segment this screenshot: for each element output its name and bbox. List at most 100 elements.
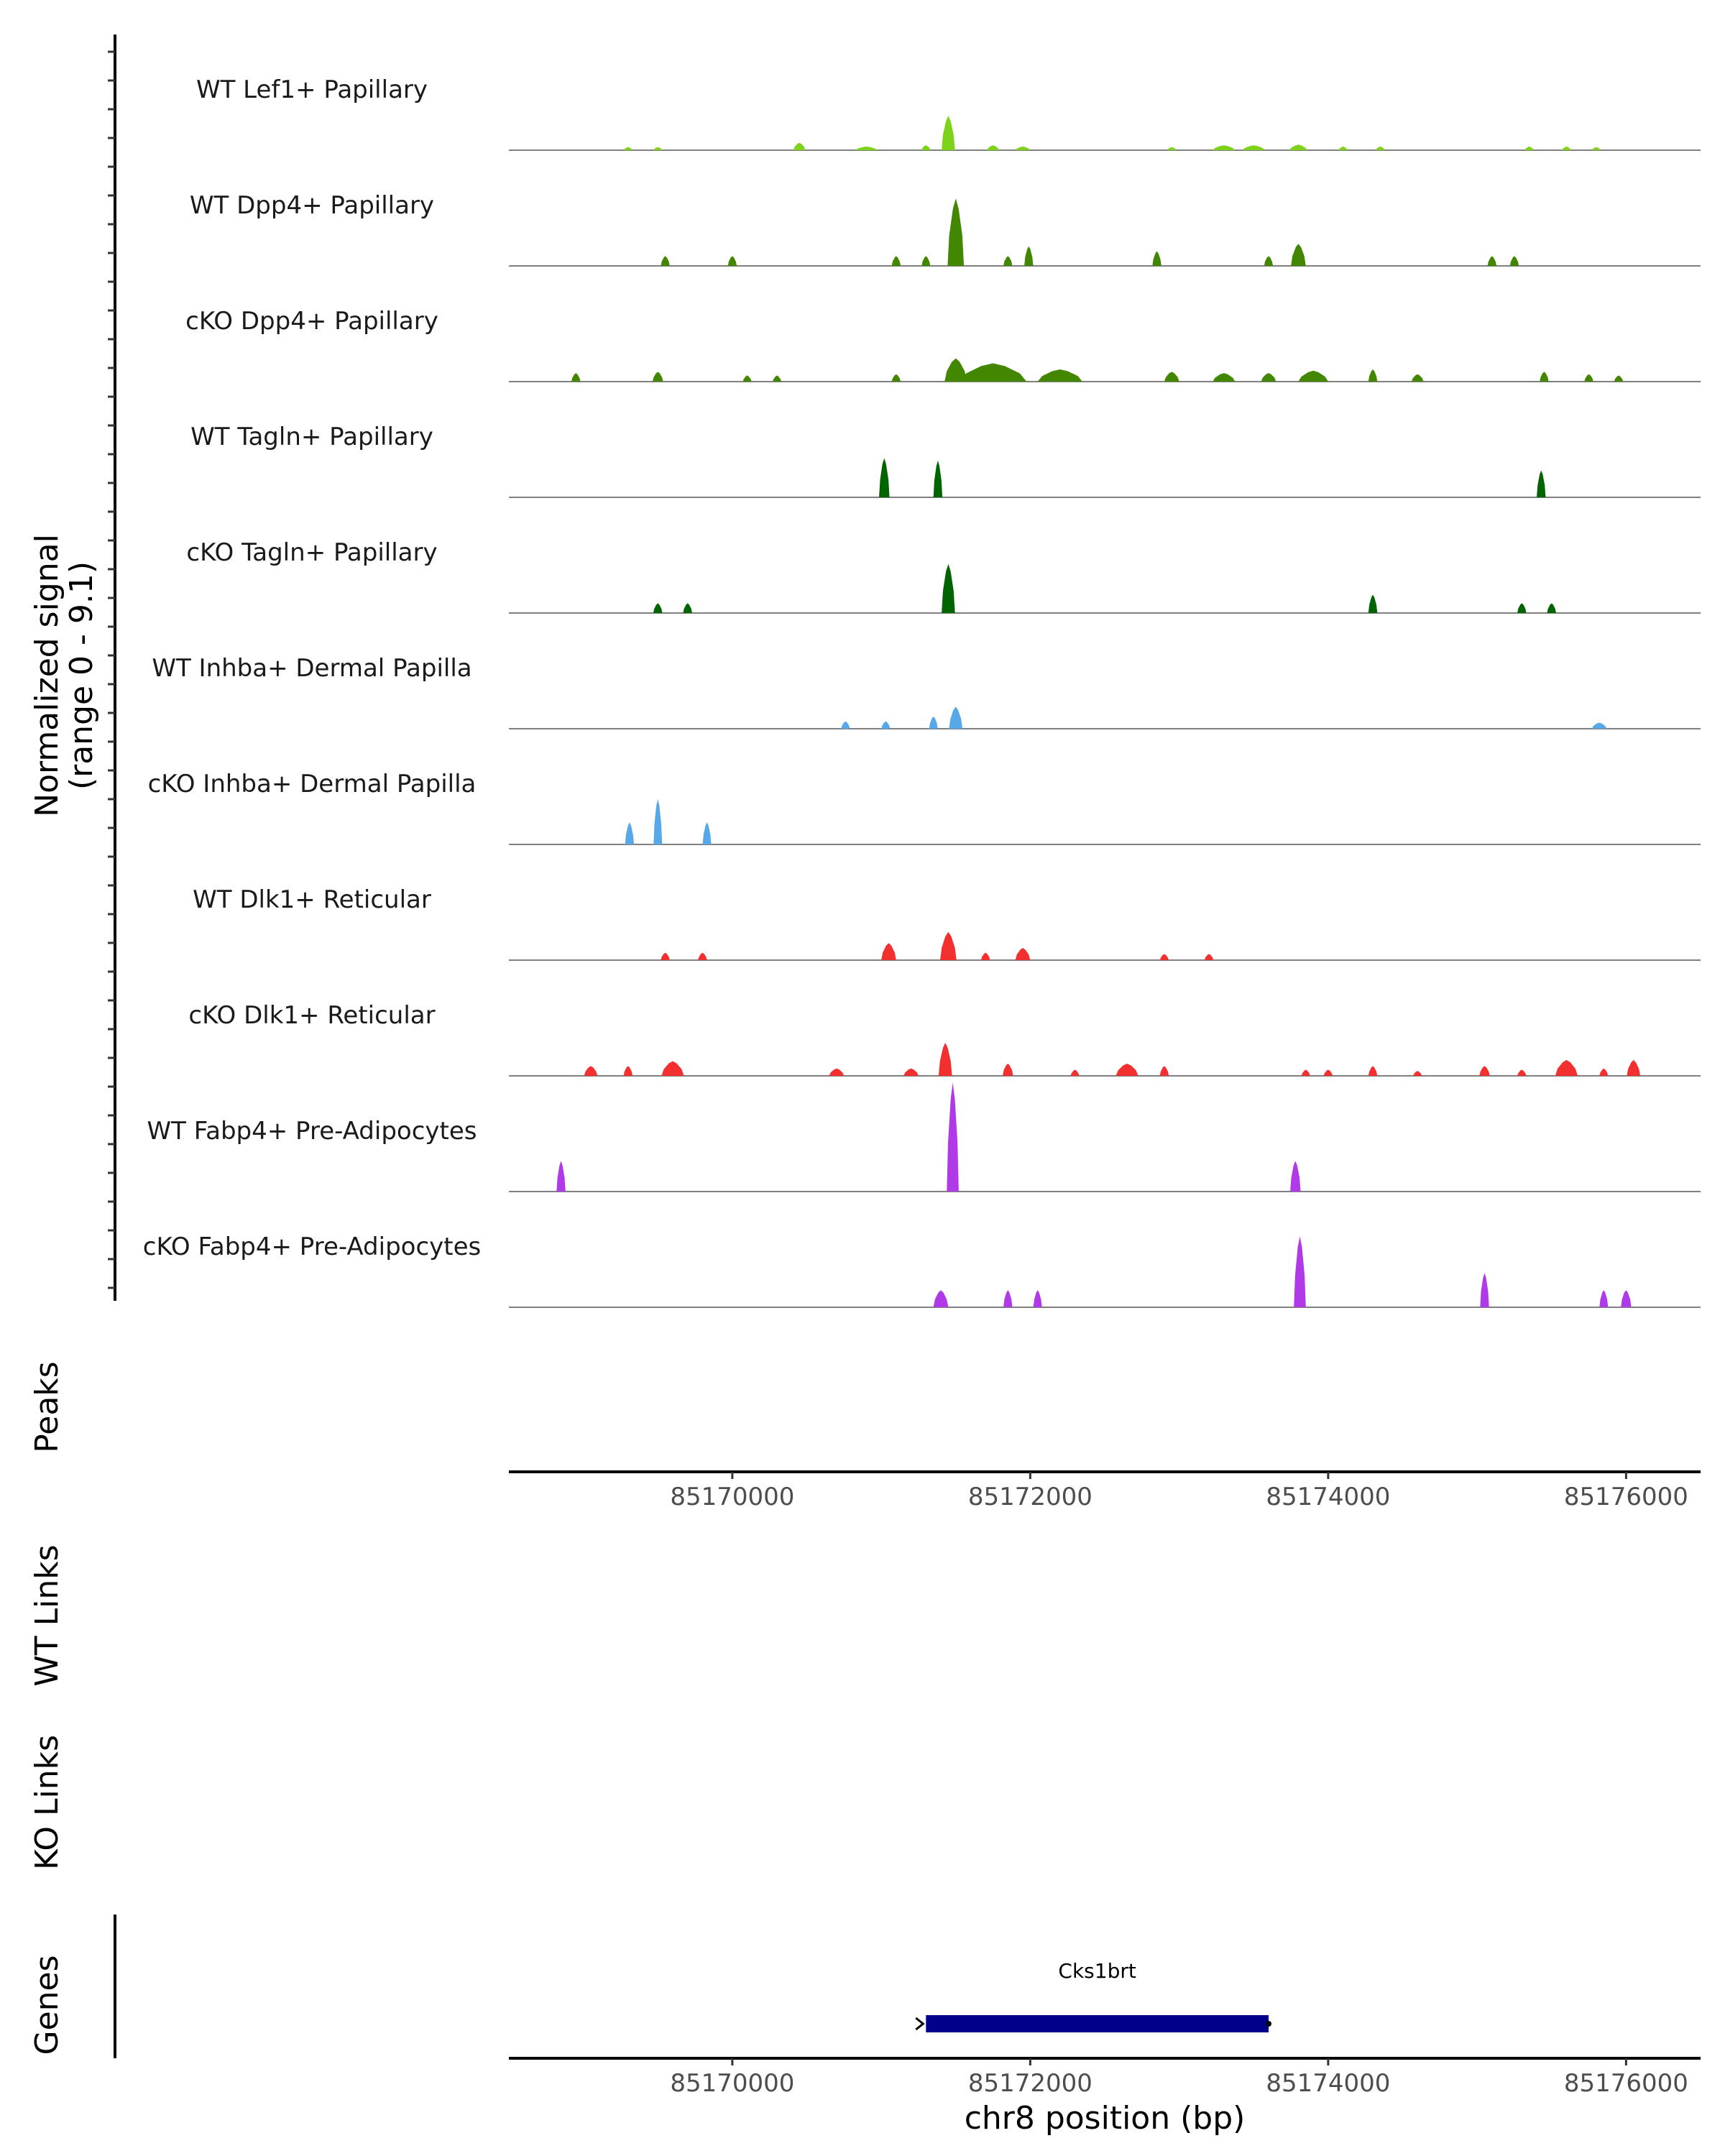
signal-peak: [938, 1043, 952, 1076]
signal-peak: [1562, 146, 1571, 150]
signal-peak: [942, 563, 955, 613]
signal-peak: [1509, 256, 1519, 266]
signal-peak: [1584, 374, 1593, 382]
track-label: cKO Dlk1+ Reticular: [188, 1001, 435, 1030]
signal-peak: [949, 706, 963, 729]
signal-peak: [1376, 146, 1385, 150]
y-axis-title: Normalized signal: [29, 534, 65, 817]
signal-peak: [1338, 146, 1348, 150]
signal-peak: [1323, 1069, 1333, 1076]
coverage-y-ticks: [108, 50, 115, 1289]
signal-peak: [921, 145, 931, 150]
signal-peak: [944, 358, 967, 382]
signal-peak: [661, 256, 670, 266]
signal-peak: [1547, 603, 1556, 613]
track: cKO Inhba+ Dermal Papilla: [148, 770, 1701, 845]
signal-peak: [1555, 1059, 1578, 1076]
track: WT Dpp4+ Papillary: [190, 191, 1701, 267]
track: cKO Fabp4+ Pre-Adipocytes: [143, 1233, 1701, 1308]
x-axis-title: chr8 position (bp): [965, 2100, 1246, 2137]
track-label: cKO Inhba+ Dermal Papilla: [148, 770, 477, 798]
signal-peak: [698, 952, 707, 960]
signal-peak: [661, 1061, 684, 1076]
signal-peak: [891, 374, 901, 382]
signal-peak: [793, 142, 806, 150]
signal-peak: [1411, 374, 1424, 382]
peaks-x-tick-label: 85172000: [968, 1483, 1092, 1511]
signal-peak: [653, 603, 663, 613]
y-axis-range: (range 0 - 9.1): [63, 561, 100, 790]
track-label: WT Dlk1+ Reticular: [193, 885, 431, 914]
signal-peak: [1015, 948, 1031, 960]
gene-name-label: Cks1brt: [1058, 1959, 1136, 1983]
signal-peak: [1591, 147, 1601, 150]
signal-peak: [947, 198, 965, 266]
signal-peak: [1517, 603, 1527, 613]
signal-peak: [933, 1290, 949, 1307]
signal-peak: [1540, 372, 1549, 382]
signal-peak: [1204, 954, 1214, 960]
signal-peak: [1261, 373, 1276, 382]
signal-peak: [1627, 1059, 1641, 1076]
signal-peak: [921, 256, 931, 266]
signal-peak: [1524, 146, 1534, 150]
track-label: WT Lef1+ Papillary: [196, 75, 428, 104]
track-label: cKO Tagln+ Papillary: [186, 538, 437, 567]
signal-peak: [623, 147, 632, 150]
signal-peak: [1599, 1068, 1609, 1076]
signal-peak: [1368, 594, 1378, 613]
signal-peak: [1037, 369, 1082, 382]
signal-peak: [1480, 1273, 1489, 1307]
signal-peak: [1290, 1161, 1301, 1192]
signal-peak: [1591, 722, 1607, 729]
signal-peak: [584, 1066, 598, 1076]
ko-links-panel-title: KO Links: [29, 1735, 65, 1870]
signal-peak: [623, 1066, 632, 1076]
signal-peak: [942, 116, 955, 150]
signal-peak: [1003, 1290, 1013, 1307]
coverage-tracks: WT Lef1+ Papillary WT Dpp4+ Papillary cKO …: [143, 75, 1701, 1308]
signal-peak: [773, 375, 781, 382]
signal-peak: [1368, 369, 1378, 382]
signal-peak: [1487, 256, 1497, 266]
signal-peak: [1116, 1064, 1138, 1076]
signal-peak: [1159, 954, 1169, 960]
signal-peak: [1213, 373, 1236, 382]
signal-peak: [1242, 145, 1265, 150]
signal-peak: [929, 717, 938, 729]
track: cKO Dlk1+ Reticular: [188, 1001, 1701, 1077]
peaks-x-axis-ticks: 85170000 85172000 85174000 85176000: [670, 1472, 1688, 1511]
signal-peak: [1213, 145, 1236, 150]
signal-peak: [855, 146, 878, 150]
track-label: cKO Dpp4+ Papillary: [185, 307, 438, 336]
signal-peak: [1301, 1069, 1310, 1076]
signal-peak: [959, 363, 1027, 382]
peaks-x-tick-label: 85176000: [1564, 1483, 1688, 1511]
track: cKO Tagln+ Papillary: [186, 538, 1701, 614]
peaks-panel-title: Peaks: [29, 1361, 65, 1452]
signal-peak: [1003, 1064, 1013, 1076]
genes-x-tick-label: 85176000: [1564, 2069, 1688, 2098]
signal-peak: [981, 952, 990, 960]
signal-peak: [661, 952, 670, 960]
signal-peak: [556, 1161, 566, 1192]
signal-peak: [1294, 1236, 1306, 1307]
track: WT Dlk1+ Reticular: [193, 885, 1701, 961]
signal-peak: [1164, 372, 1179, 382]
track: WT Fabp4+ Pre-Adipocytes: [147, 1082, 1701, 1192]
signal-peak: [1614, 375, 1624, 382]
signal-peak: [881, 721, 891, 729]
signal-peak: [1152, 251, 1162, 266]
signal-peak: [1033, 1290, 1042, 1307]
genes-x-tick-label: 85170000: [670, 2069, 794, 2098]
signal-peak: [653, 372, 663, 382]
signal-peak: [940, 931, 957, 960]
gene-annotations: Cks1brt: [915, 1959, 1271, 2032]
track: WT Lef1+ Papillary: [196, 75, 1701, 151]
signal-peak: [683, 603, 692, 613]
genes-x-tick-label: 85172000: [968, 2069, 1092, 2098]
signal-peak: [881, 943, 896, 960]
signal-peak: [1003, 256, 1013, 266]
signal-peak: [903, 1068, 919, 1076]
